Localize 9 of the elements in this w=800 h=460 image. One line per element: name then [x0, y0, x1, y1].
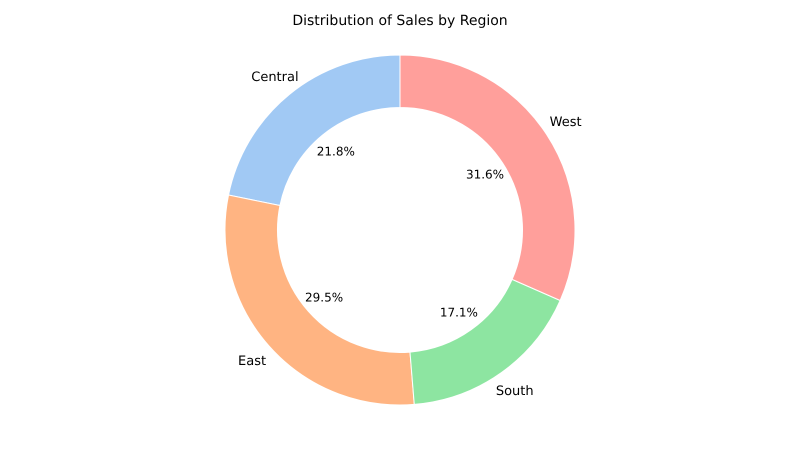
slice-label: South [496, 384, 534, 400]
slice-label: West [550, 114, 582, 130]
data-label: 29.5% [305, 290, 344, 304]
slice-label: Central [251, 70, 299, 85]
data-label: 17.1% [440, 306, 478, 320]
chart-title: Distribution of Sales by Region [292, 13, 508, 29]
slice-label: East [238, 354, 266, 370]
data-label: 31.6% [466, 168, 504, 182]
data-label: 21.8% [316, 144, 355, 158]
